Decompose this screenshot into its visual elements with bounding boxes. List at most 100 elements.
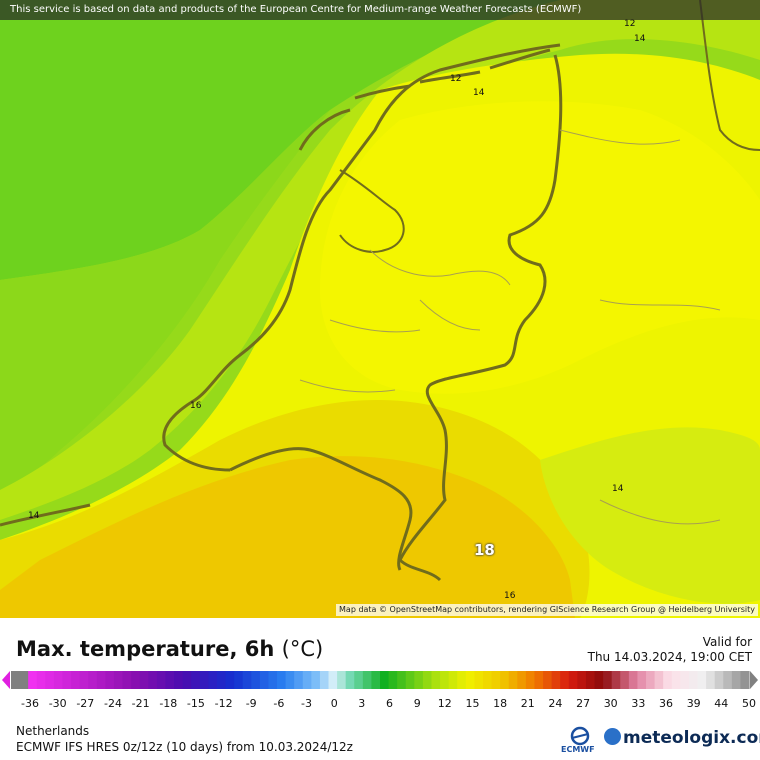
scale-tick-label: -15 (186, 697, 205, 710)
scale-tick-label: 15 (465, 697, 480, 710)
scale-cell (688, 671, 699, 689)
scale-cell (405, 671, 415, 689)
scale-cell (88, 671, 98, 689)
scale-cell (380, 671, 390, 689)
scale-tick-label: 33 (631, 697, 646, 710)
scale-cell (397, 671, 407, 689)
scale-tick-label: 6 (386, 697, 393, 710)
scale-cell (594, 671, 604, 689)
scale-cell (697, 671, 707, 689)
scale-right-arrow (750, 671, 758, 689)
scale-tick-label: 44 (714, 697, 729, 710)
scale-cell (199, 671, 209, 689)
scale-cell (139, 671, 149, 689)
scale-cell (525, 671, 536, 689)
scale-cell (268, 671, 278, 689)
map-attribution[interactable]: Map data © OpenStreetMap contributors, r… (336, 604, 758, 616)
scale-cell (113, 671, 124, 689)
isoline-label: 12 (450, 74, 462, 84)
scale-cell (285, 671, 295, 689)
scale-cell (148, 671, 158, 689)
scale-tick-label: -27 (76, 697, 95, 710)
model-run: ECMWF IFS HRES 0z/12z (10 days) from 10.… (16, 740, 353, 754)
scale-cell (431, 671, 441, 689)
scale-cell (242, 671, 252, 689)
scale-tick-label: 0 (330, 697, 338, 710)
scale-cell (448, 671, 458, 689)
scale-cell (534, 671, 544, 689)
scale-cell (337, 671, 347, 689)
ecmwf-logo-text: ECMWF (561, 745, 595, 754)
scale-cell (731, 671, 742, 689)
scale-cell (345, 671, 355, 689)
scale-cell (680, 671, 690, 689)
region-name: Netherlands (16, 724, 90, 738)
scale-cell (362, 671, 373, 689)
scale-tick-label: -30 (48, 697, 67, 710)
scale-cell (628, 671, 639, 689)
scale-cell (328, 671, 338, 689)
scale-cell (620, 671, 630, 689)
scale-cell (71, 671, 81, 689)
scale-cell (19, 671, 29, 689)
meteologix-logo[interactable]: meteologix.com (604, 728, 760, 748)
scale-cell (568, 671, 578, 689)
scale-cell (311, 671, 321, 689)
scale-cell (302, 671, 312, 689)
scale-cell (654, 671, 664, 689)
isoline-label: 14 (473, 88, 485, 98)
scale-cell (277, 671, 287, 689)
scale-cell (723, 671, 733, 689)
scale-tick-label: -21 (131, 697, 150, 710)
weather-map[interactable]: This service is based on data and produc… (0, 0, 760, 618)
scale-cell (216, 671, 227, 689)
scale-tick-label: 12 (437, 697, 452, 710)
scale-cell (79, 671, 89, 689)
scale-cell (646, 671, 656, 689)
scale-cell (122, 671, 132, 689)
scale-cell (62, 671, 72, 689)
scale-cell (36, 671, 46, 689)
scale-cell (508, 671, 518, 689)
scale-left-arrow (2, 671, 10, 689)
scale-cell (551, 671, 561, 689)
scale-cell (294, 671, 304, 689)
scale-tick-label: 21 (520, 697, 535, 710)
scale-tick-label: -36 (21, 697, 39, 710)
chart-title: Max. temperature, 6h (°C) (16, 637, 323, 661)
scale-cell (131, 671, 141, 689)
scale-tick-label: 36 (659, 697, 673, 710)
isoline-label: 14 (612, 484, 624, 494)
scale-cell (740, 671, 750, 689)
scale-cell (543, 671, 553, 689)
scale-cell (414, 671, 424, 689)
scale-cell (388, 671, 398, 689)
scale-cell (585, 671, 596, 689)
scale-cell (465, 671, 475, 689)
title-unit: (°C) (281, 637, 324, 661)
scale-cell (165, 671, 175, 689)
scale-cell (174, 671, 184, 689)
scale-tick-label: 39 (686, 697, 701, 710)
scale-cell (371, 671, 381, 689)
scale-cell (663, 671, 673, 689)
scale-cell (611, 671, 621, 689)
valid-label: Valid for (702, 635, 752, 649)
scale-cell (440, 671, 450, 689)
ecmwf-banner: This service is based on data and produc… (0, 0, 760, 20)
scale-cell (182, 671, 192, 689)
scale-cell (603, 671, 613, 689)
scale-cell (259, 671, 270, 689)
meteologix-brand: meteologix.com (623, 728, 760, 748)
scale-tick-label: -3 (301, 697, 312, 710)
scale-cell (45, 671, 55, 689)
max-temperature-label: 18 (474, 541, 495, 559)
scale-cell (208, 671, 218, 689)
scale-cell (706, 671, 716, 689)
isoline-label: 16 (504, 591, 516, 601)
scale-cell (517, 671, 527, 689)
isoline-label: 14 (28, 511, 40, 521)
valid-date: Thu 14.03.2024, 19:00 CET (587, 650, 752, 664)
scale-cell (637, 671, 647, 689)
scale-cell (53, 671, 64, 689)
